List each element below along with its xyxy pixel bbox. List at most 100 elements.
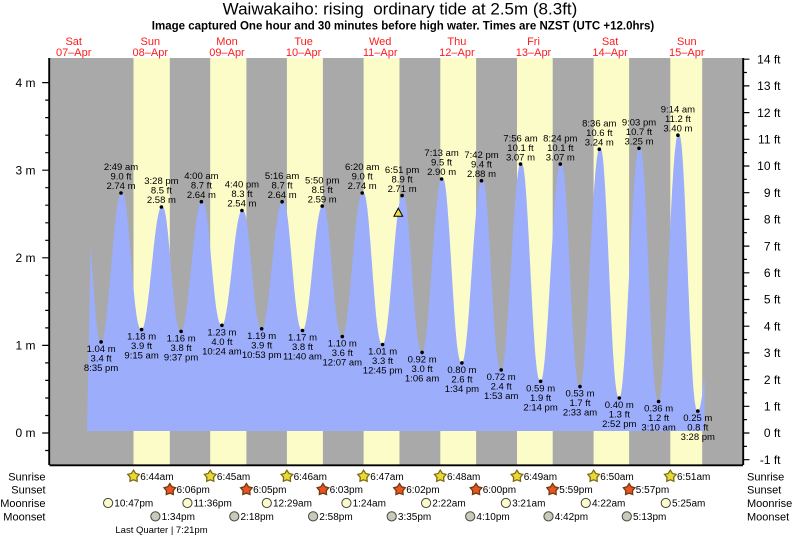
svg-text:9:14 am: 9:14 am [661,104,695,115]
svg-text:Sat: Sat [602,36,619,48]
svg-text:11 ft: 11 ft [758,133,781,147]
svg-text:2.71 m: 2.71 m [388,184,417,195]
svg-text:4:10pm: 4:10pm [476,512,509,523]
svg-text:4:00 am: 4:00 am [184,171,218,182]
svg-text:2:18pm: 2:18pm [241,512,274,523]
svg-text:4:22am: 4:22am [592,499,625,510]
svg-text:0.59 m: 0.59 m [526,383,555,394]
svg-text:0.92 m: 0.92 m [408,354,437,365]
svg-text:1:34pm: 1:34pm [162,512,195,523]
svg-text:3:35pm: 3:35pm [398,512,431,523]
svg-text:9.4 ft: 9.4 ft [471,159,492,170]
svg-text:9.5 ft: 9.5 ft [431,158,452,169]
svg-text:0.80 m: 0.80 m [447,365,476,376]
svg-text:12–Apr: 12–Apr [439,47,475,59]
svg-text:10.7 ft: 10.7 ft [626,127,653,138]
svg-text:0 ft: 0 ft [764,426,781,440]
svg-text:1.18 m: 1.18 m [127,332,156,343]
svg-text:8.5 ft: 8.5 ft [151,186,172,197]
svg-text:1:34 pm: 1:34 pm [445,384,479,395]
svg-text:2 ft: 2 ft [764,373,781,387]
svg-text:0.40 m: 0.40 m [605,400,634,411]
svg-text:0.8 ft: 0.8 ft [687,423,708,434]
svg-text:Sun: Sun [677,36,697,48]
svg-text:8.7 ft: 8.7 ft [191,180,212,191]
svg-text:1.2 ft: 1.2 ft [648,413,669,424]
svg-text:Tue: Tue [294,36,313,48]
svg-text:-1 ft: -1 ft [760,453,781,467]
svg-text:14 ft: 14 ft [757,52,781,66]
svg-text:4 ft: 4 ft [764,319,781,333]
svg-text:6:51 pm: 6:51 pm [385,165,419,176]
svg-text:0.53 m: 0.53 m [565,389,594,400]
svg-text:1.3 ft: 1.3 ft [609,410,630,421]
svg-text:11.2 ft: 11.2 ft [665,114,691,125]
svg-text:Wed: Wed [369,36,391,48]
svg-text:3.0 ft: 3.0 ft [412,364,433,375]
svg-text:1.17 m: 1.17 m [288,333,317,344]
svg-text:11:36pm: 11:36pm [194,499,232,510]
svg-text:6 ft: 6 ft [764,266,781,280]
svg-text:3.25 m: 3.25 m [624,137,653,148]
svg-text:6:06pm: 6:06pm [177,485,210,496]
svg-text:4.0 ft: 4.0 ft [211,337,232,348]
svg-text:2.64 m: 2.64 m [268,190,297,201]
svg-text:07–Apr: 07–Apr [56,47,92,59]
svg-text:2:22am: 2:22am [432,499,465,510]
svg-text:9:37 pm: 9:37 pm [164,352,198,363]
svg-text:9 ft: 9 ft [764,186,781,200]
svg-text:3.4 ft: 3.4 ft [91,353,112,364]
svg-text:0 m: 0 m [15,426,35,440]
svg-text:2.88 m: 2.88 m [467,169,496,180]
svg-text:2.4 ft: 2.4 ft [491,381,512,392]
svg-text:3.07 m: 3.07 m [506,152,535,163]
svg-text:9.0 ft: 9.0 ft [352,172,373,183]
svg-text:6:00pm: 6:00pm [483,485,516,496]
svg-text:6:49am: 6:49am [524,472,557,483]
svg-text:2.54 m: 2.54 m [227,199,256,210]
svg-text:09–Apr: 09–Apr [209,47,245,59]
svg-text:0.36 m: 0.36 m [644,404,673,415]
svg-text:6:47am: 6:47am [370,472,403,483]
svg-text:Sunrise: Sunrise [8,471,45,483]
svg-text:6:48am: 6:48am [447,472,480,483]
svg-text:6:20 am: 6:20 am [345,162,379,173]
svg-text:2.90 m: 2.90 m [427,167,456,178]
svg-text:3:28 pm: 3:28 pm [681,432,715,443]
svg-text:12:45 pm: 12:45 pm [363,366,403,377]
svg-text:Sunrise: Sunrise [747,471,784,483]
svg-text:Mon: Mon [216,36,237,48]
svg-text:1 m: 1 m [15,339,35,353]
svg-text:10:24 am: 10:24 am [202,346,242,357]
svg-text:2:49 am: 2:49 am [104,162,138,173]
svg-text:1.19 m: 1.19 m [247,331,276,342]
svg-text:5:50 pm: 5:50 pm [305,175,339,186]
svg-text:4:42pm: 4:42pm [555,512,588,523]
svg-text:10:47pm: 10:47pm [114,499,153,510]
svg-text:Image captured One hour and 30: Image captured One hour and 30 minutes b… [152,21,655,33]
svg-text:6:03pm: 6:03pm [330,485,363,496]
svg-text:Last Quarter | 7:21pm: Last Quarter | 7:21pm [115,525,207,536]
svg-text:3.8 ft: 3.8 ft [171,343,192,354]
svg-text:9:03 pm: 9:03 pm [622,118,656,129]
svg-text:11–Apr: 11–Apr [363,47,398,59]
svg-text:10.1 ft: 10.1 ft [547,143,574,154]
svg-text:7:42 pm: 7:42 pm [464,150,498,161]
svg-text:2.58 m: 2.58 m [147,195,176,206]
svg-text:6:51am: 6:51am [677,472,710,483]
svg-text:6:05pm: 6:05pm [253,485,286,496]
svg-text:1.23 m: 1.23 m [207,327,236,338]
svg-text:6:45am: 6:45am [217,472,250,483]
svg-text:3.6 ft: 3.6 ft [332,348,353,359]
svg-text:15–Apr: 15–Apr [669,47,705,59]
svg-text:1.16 m: 1.16 m [167,333,196,344]
svg-text:2.6 ft: 2.6 ft [451,374,472,385]
svg-text:Moonrise: Moonrise [747,498,792,510]
svg-text:7 ft: 7 ft [764,239,781,253]
svg-text:13 ft: 13 ft [757,79,781,93]
svg-text:Sunset: Sunset [11,485,45,497]
svg-text:10:53 pm: 10:53 pm [242,350,282,361]
svg-text:Sun: Sun [141,36,161,48]
svg-text:8:36 am: 8:36 am [582,118,616,129]
svg-text:5 ft: 5 ft [764,293,781,307]
